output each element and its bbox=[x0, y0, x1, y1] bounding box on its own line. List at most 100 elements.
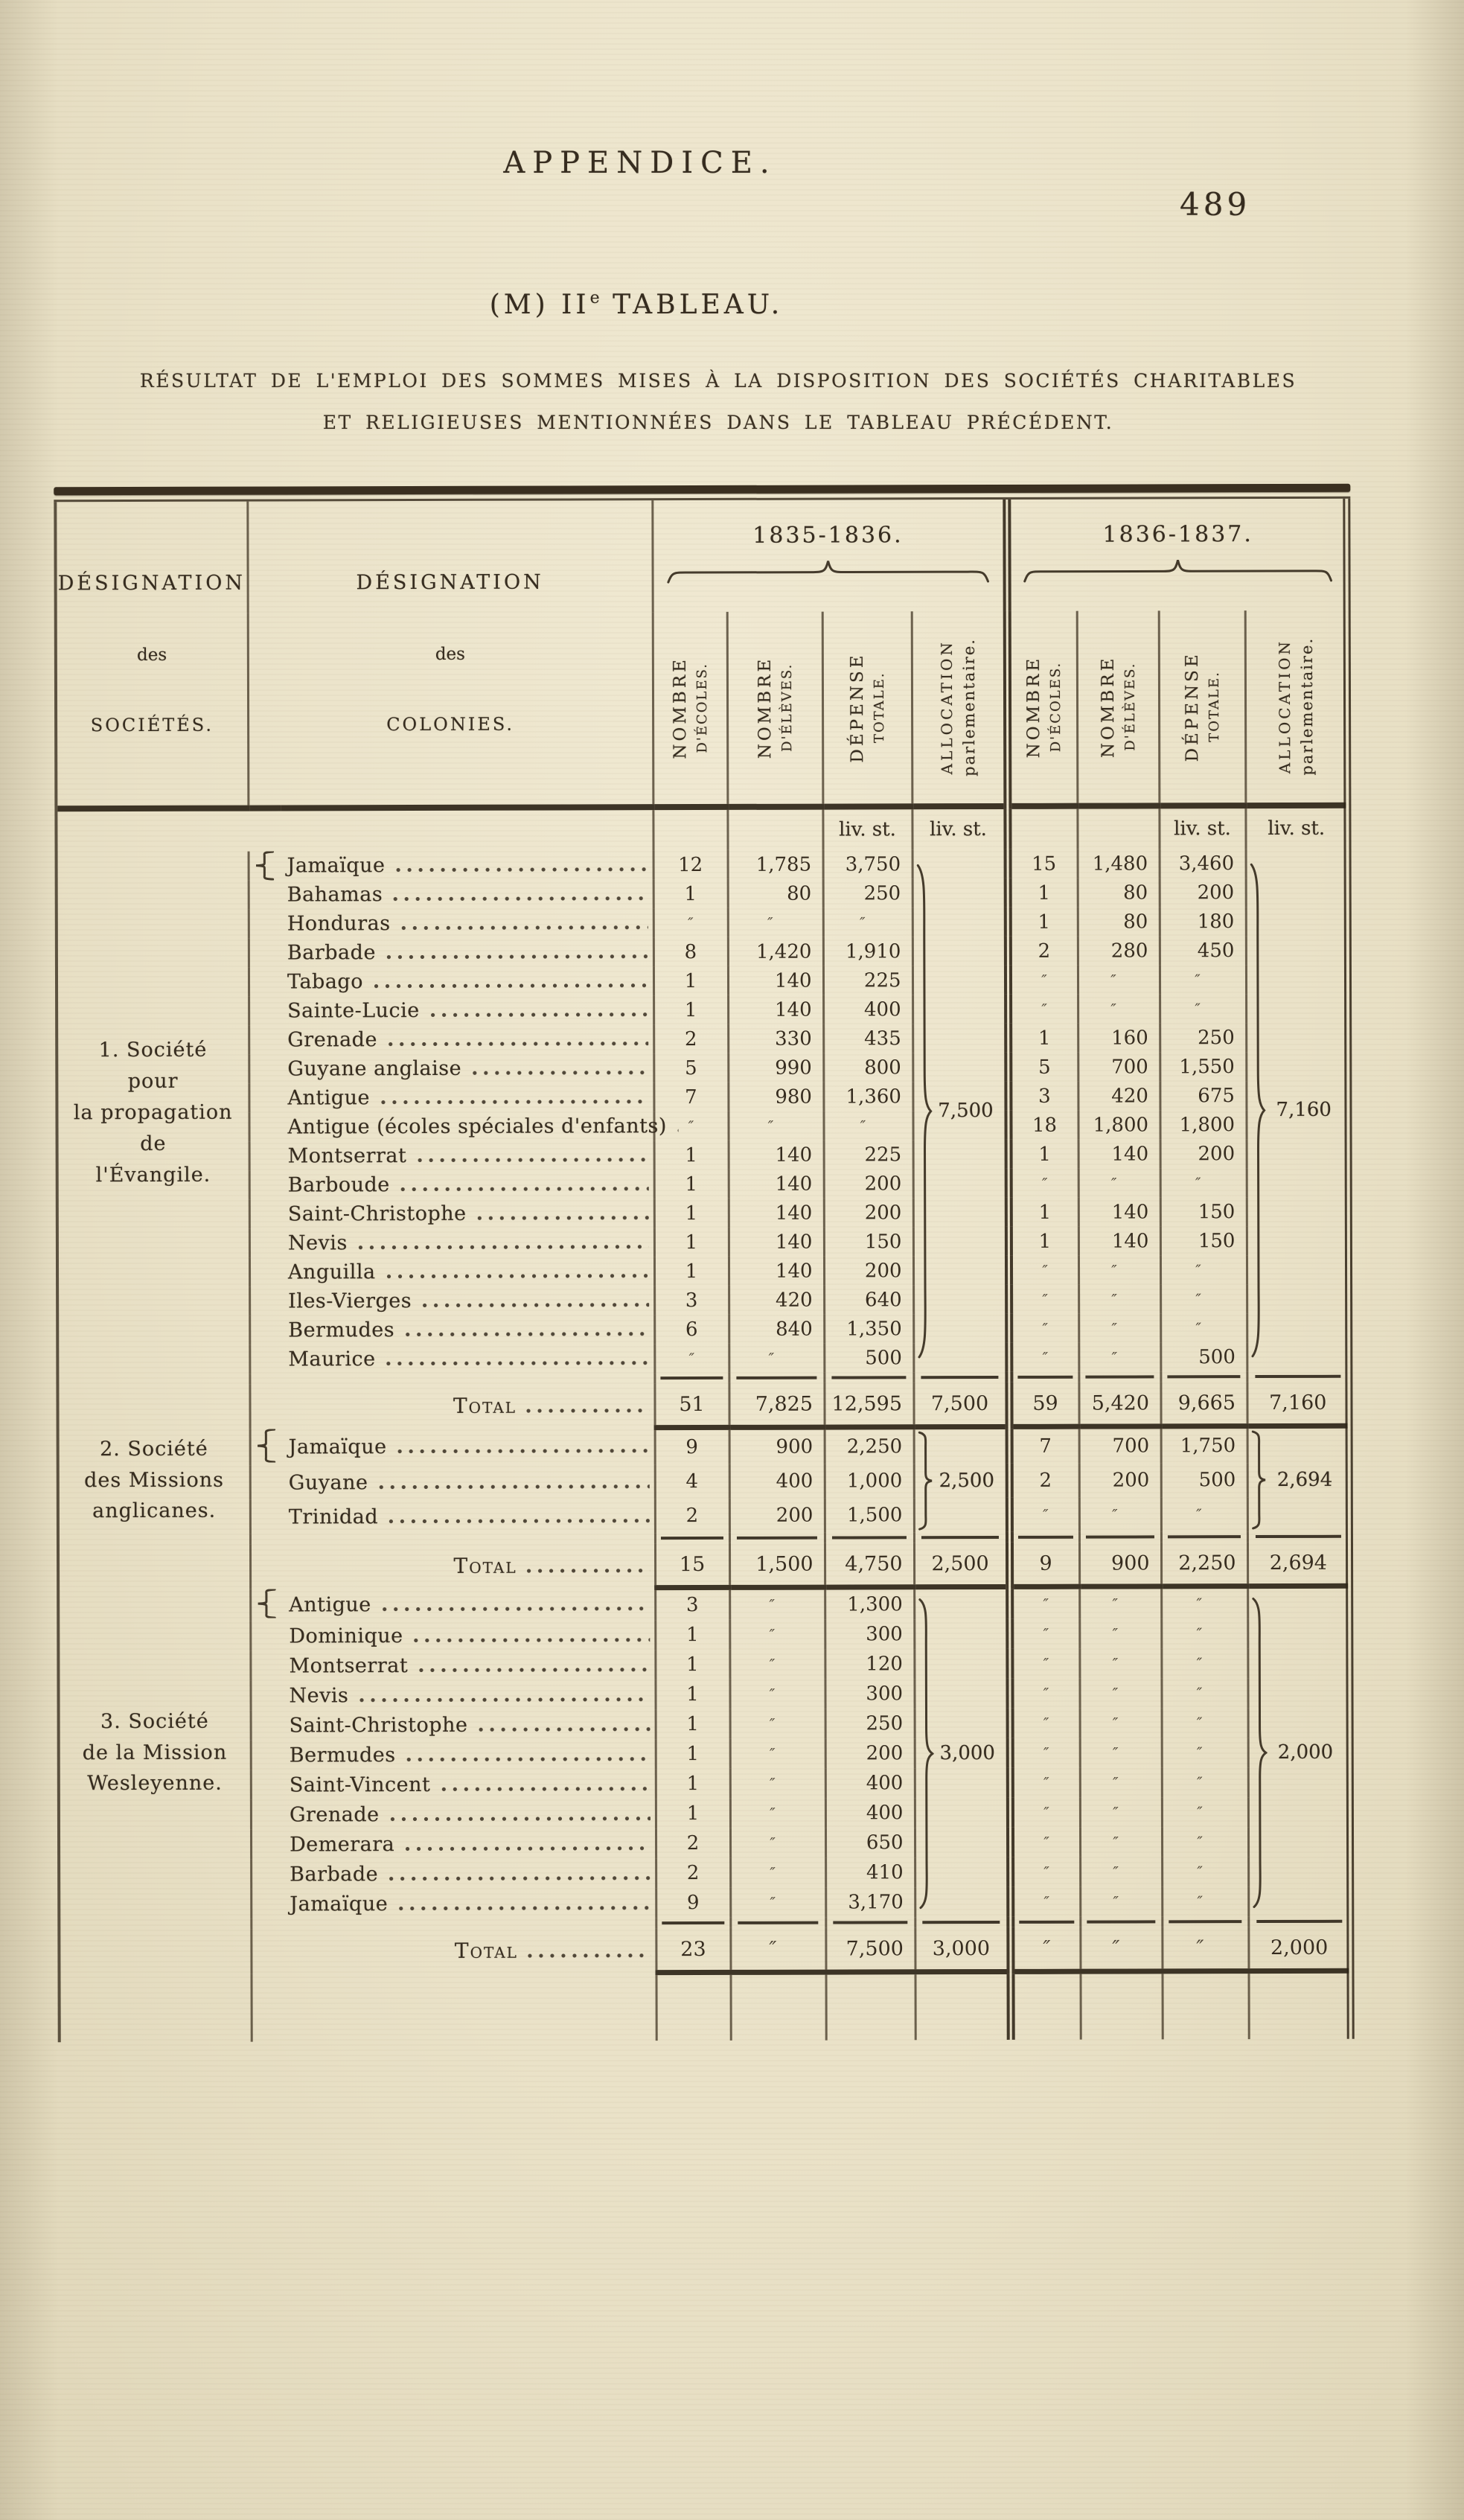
total-row: Total 15 1,500 4,750 2,500 9 900 2,250 2,694 bbox=[60, 1541, 1349, 1589]
num-ecoles-1835: 4 bbox=[654, 1464, 729, 1499]
colony-name: Saint-Christophe bbox=[289, 1713, 468, 1737]
num-eleves-1835: ″ bbox=[729, 1738, 825, 1769]
num-depense-1835: 200 bbox=[823, 1256, 914, 1286]
num-ecoles-1835: 3 bbox=[655, 1587, 730, 1621]
num-depense-1835: 435 bbox=[823, 1024, 913, 1053]
col-header-sub: D'ÉLÈVES. bbox=[1122, 662, 1138, 752]
col-header-sub: D'ÉCOLES. bbox=[694, 663, 710, 753]
num-ecoles-1835: 9 bbox=[654, 1427, 729, 1465]
col-header-main: ALLOCATION bbox=[1276, 639, 1294, 774]
sum-spacer bbox=[249, 1373, 654, 1384]
num-depense-1836: 1,550 bbox=[1160, 1052, 1247, 1082]
num-ecoles-1835: 5 bbox=[653, 1053, 729, 1083]
dotted-leader bbox=[386, 1814, 651, 1822]
allocation-value: 7,160 bbox=[1276, 1098, 1332, 1121]
colony-cell: Demerara bbox=[284, 1828, 656, 1859]
colony-cell: Montserrat bbox=[282, 1141, 654, 1170]
num-ecoles-1835: 1 bbox=[653, 966, 729, 996]
dotted-leader bbox=[383, 1272, 649, 1280]
colony-cell: Grenade bbox=[281, 1024, 653, 1054]
tail-cell bbox=[1162, 1971, 1249, 2040]
header-colonies-line1: DÉSIGNATION bbox=[356, 570, 544, 594]
units-spacer bbox=[57, 808, 248, 852]
colony-name: Guyane bbox=[288, 1470, 368, 1494]
num-eleves-1835: ″ bbox=[729, 1679, 825, 1709]
table-row: 2. Société des Missions anglicanes. Jamaïqu… bbox=[59, 1426, 1348, 1589]
total-depense-1835: 4,750 bbox=[825, 1543, 915, 1588]
num-eleves-1835: 420 bbox=[729, 1285, 825, 1315]
num-ecoles-1836: 2 bbox=[1007, 936, 1078, 966]
num-eleves-1835: 140 bbox=[728, 1169, 824, 1199]
colony-name: Nevis bbox=[289, 1683, 349, 1707]
num-eleves-1836: 700 bbox=[1078, 1052, 1160, 1082]
num-depense-1835: 1,000 bbox=[824, 1464, 914, 1499]
tail-cell bbox=[825, 1971, 915, 2041]
num-depense-1835: 800 bbox=[823, 1053, 913, 1082]
dotted-leader bbox=[402, 1330, 649, 1339]
num-eleves-1835: 1,420 bbox=[727, 937, 823, 966]
allocation-brace-icon bbox=[1248, 857, 1266, 1364]
dotted-leader bbox=[377, 1098, 648, 1106]
num-eleves-1835: 980 bbox=[728, 1082, 824, 1111]
num-ecoles-1835: 1 bbox=[655, 1798, 731, 1829]
num-depense-1835: 400 bbox=[823, 995, 913, 1024]
col-header-main: NOMBRE bbox=[670, 657, 690, 759]
units-spacer bbox=[1077, 806, 1160, 849]
sum-rule-cell bbox=[1078, 1371, 1161, 1382]
num-depense-1835: 1,300 bbox=[825, 1586, 915, 1620]
table-row: 1. Société pour la propagation de l'Évangile… bbox=[57, 848, 1348, 1429]
dotted-leader bbox=[384, 1040, 648, 1048]
sum-rule-cell bbox=[1009, 1531, 1079, 1543]
colony-name: Iles-Vierges bbox=[288, 1289, 412, 1313]
colony-cell: Dominique bbox=[283, 1620, 655, 1650]
num-ecoles-1836: ″ bbox=[1010, 1827, 1081, 1857]
society-cell: 3. Société de la Mission Wesleyenne. bbox=[60, 1589, 252, 1974]
num-ecoles-1836: ″ bbox=[1009, 1648, 1080, 1679]
total-ecoles-1836: 9 bbox=[1009, 1542, 1080, 1587]
sum-rule-cell bbox=[1247, 1371, 1348, 1382]
tail-cell bbox=[1010, 1971, 1081, 2040]
num-depense-1835: 1,910 bbox=[822, 937, 912, 966]
num-depense-1836: ″ bbox=[1160, 1497, 1247, 1532]
num-eleves-1836: ″ bbox=[1078, 994, 1160, 1024]
allocation-brace-icon bbox=[1250, 1594, 1268, 1912]
num-eleves-1836: 80 bbox=[1077, 907, 1160, 937]
num-depense-1835: 650 bbox=[825, 1828, 915, 1858]
colony-name: Antigue bbox=[289, 1592, 371, 1617]
colony-cell: Bermudes bbox=[282, 1315, 654, 1344]
dotted-leader bbox=[522, 1567, 650, 1575]
total-row: Total 23 ″ 7,500 3,000 ″ ″ ″ 2,000 bbox=[60, 1926, 1349, 1974]
total-ecoles-1835: 51 bbox=[654, 1382, 729, 1428]
num-eleves-1836: ″ bbox=[1079, 1797, 1163, 1828]
num-depense-1835: 640 bbox=[824, 1285, 914, 1315]
num-eleves-1836: ″ bbox=[1079, 1678, 1162, 1709]
num-eleves-1835: 80 bbox=[727, 878, 823, 908]
num-ecoles-1836: 3 bbox=[1008, 1081, 1078, 1111]
num-depense-1836: 1,750 bbox=[1160, 1426, 1247, 1464]
dotted-leader bbox=[386, 1516, 650, 1525]
allocation-brace-icon bbox=[917, 1595, 934, 1913]
total-depense-1836: ″ bbox=[1162, 1927, 1249, 1971]
header-colonies: DÉSIGNATION des COLONIES. bbox=[247, 500, 653, 808]
num-depense-1835: ″ bbox=[822, 907, 912, 937]
society-label-line: 2. Société bbox=[100, 1437, 208, 1461]
sum-rule-cell bbox=[1009, 1371, 1079, 1382]
colony-cell: Barbade bbox=[284, 1858, 656, 1889]
sum-rule-cell bbox=[915, 1916, 1011, 1928]
sum-rule-cell bbox=[824, 1532, 915, 1543]
colony-name: Bahamas bbox=[287, 883, 383, 907]
num-depense-1835: 400 bbox=[825, 1768, 915, 1799]
num-ecoles-1835: ″ bbox=[653, 907, 728, 938]
num-eleves-1835: ″ bbox=[729, 1587, 825, 1620]
colony-cell: Jamaïque bbox=[284, 1888, 656, 1918]
dotted-leader bbox=[390, 895, 648, 903]
num-ecoles-1836: ″ bbox=[1009, 1618, 1080, 1649]
dotted-leader bbox=[438, 1784, 651, 1793]
total-allocation-1835: 3,000 bbox=[915, 1927, 1011, 1972]
tail-cell bbox=[730, 1972, 826, 2041]
dotted-leader bbox=[475, 1725, 651, 1733]
num-depense-1836: 250 bbox=[1160, 1023, 1247, 1053]
num-ecoles-1835: 1 bbox=[653, 1198, 729, 1228]
num-ecoles-1835: 1 bbox=[653, 1256, 729, 1286]
